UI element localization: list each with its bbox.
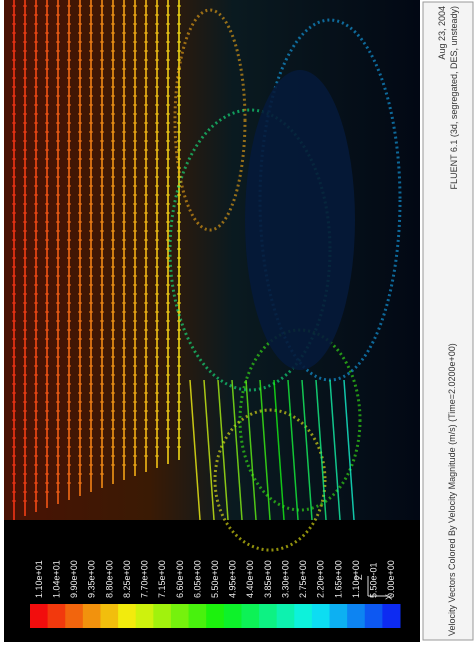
colorbar-swatch	[241, 604, 259, 628]
colorbar-label: 2.75e+00	[298, 560, 308, 598]
colorbar-label: 4.95e+00	[228, 560, 238, 598]
colorbar-swatch	[365, 604, 383, 628]
colorbar-swatch	[48, 604, 66, 628]
colorbar-label: 9.35e+00	[87, 560, 97, 598]
axis-label: Z	[354, 574, 364, 580]
colorbar-label: 7.15e+00	[157, 560, 167, 598]
colorbar-label: 1.65e+00	[333, 560, 343, 598]
colorbar-label: 9.90e+00	[69, 560, 79, 598]
colorbar-swatch	[189, 604, 207, 628]
colorbar-swatch	[100, 604, 118, 628]
screenshot: 1.10e+01 1.04e+01 9.90e+00 9.35e+00 8.80e+00…	[0, 0, 476, 648]
colorbar-swatch	[294, 604, 312, 628]
colorbar-swatch	[277, 604, 295, 628]
colorbar-label: 5.50e+00	[210, 560, 220, 598]
colorbar-swatch	[312, 604, 330, 628]
colorbar-label: 3.30e+00	[280, 560, 290, 598]
colorbar-swatch	[136, 604, 154, 628]
colorbar-swatch	[382, 604, 400, 628]
colorbar-label: 8.80e+00	[104, 560, 114, 598]
footer-solver: FLUENT 6.1 (3d, segregated, DES, unstead…	[449, 6, 459, 189]
axis-label: X	[384, 594, 394, 600]
colorbar-label: 3.85e+00	[263, 560, 273, 598]
colorbar-swatch	[206, 604, 224, 628]
colorbar-label: 2.20e+00	[316, 560, 326, 598]
footer-caption: Velocity Vectors Colored By Velocity Mag…	[447, 343, 457, 636]
wake-core	[245, 70, 355, 370]
colorbar-label: 4.40e+00	[245, 560, 255, 598]
colorbar-label: 6.60e+00	[175, 560, 185, 598]
colorbar-label: 6.05e+00	[192, 560, 202, 598]
colorbar-swatch	[30, 604, 48, 628]
flow-field	[4, 0, 420, 520]
colorbar-swatch	[153, 604, 171, 628]
colorbar-label: 8.25e+00	[122, 560, 132, 598]
colorbar-swatch	[347, 604, 365, 628]
colorbar-label: 5.50e-01	[369, 562, 379, 598]
colorbar-swatch	[118, 604, 136, 628]
colorbar-label: 1.10e+01	[34, 560, 44, 598]
footer-date: Aug 23, 2004	[437, 6, 447, 60]
colorbar-swatch	[171, 604, 189, 628]
colorbar-swatch	[330, 604, 348, 628]
colorbar-label: 0.00e+00	[386, 560, 396, 598]
colorbar-label: 7.70e+00	[140, 560, 150, 598]
colorbar-label: 1.04e+01	[51, 560, 61, 598]
colorbar-swatch	[65, 604, 83, 628]
colorbar-swatch	[83, 604, 101, 628]
colorbar-swatch	[259, 604, 277, 628]
colorbar-swatch	[224, 604, 242, 628]
